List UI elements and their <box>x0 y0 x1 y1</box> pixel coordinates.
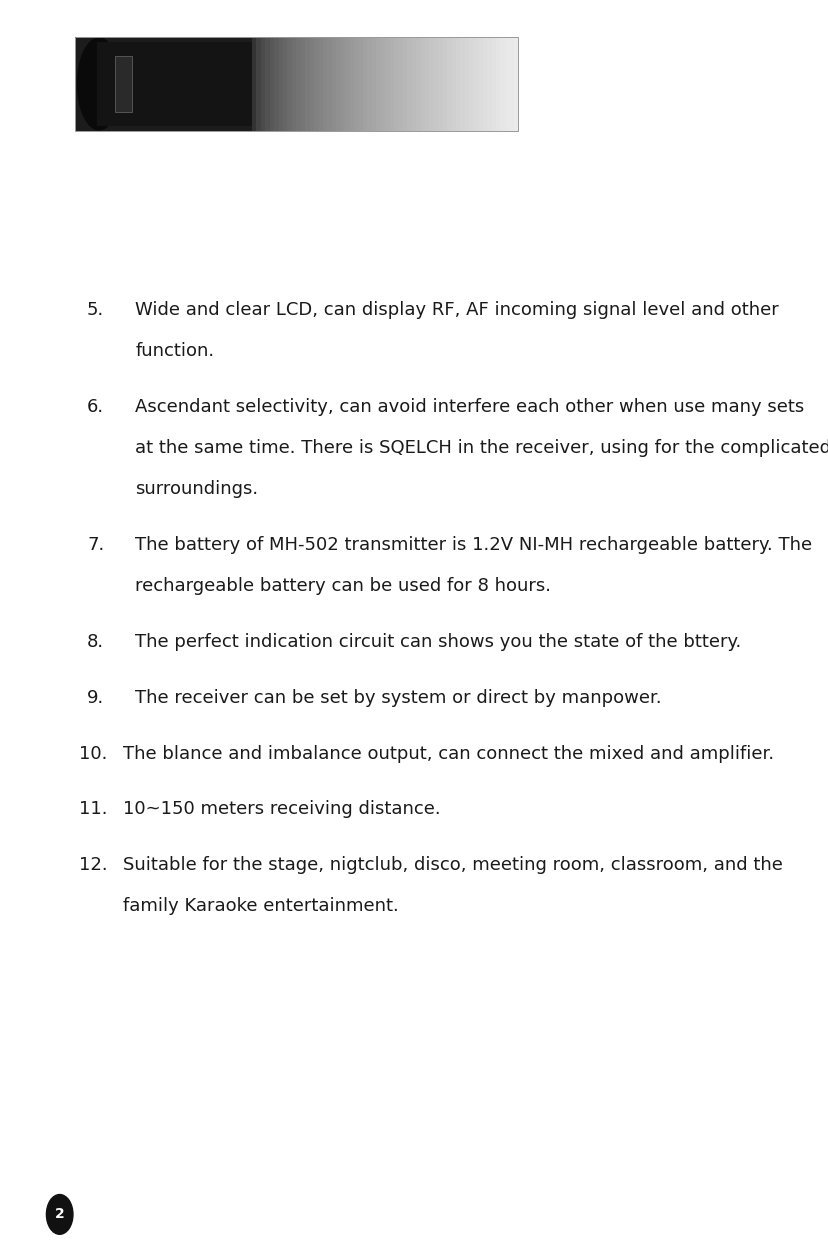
Text: 5.: 5. <box>87 301 104 318</box>
Text: family Karaoke entertainment.: family Karaoke entertainment. <box>123 897 398 915</box>
Bar <box>451 37 456 131</box>
Text: Ascendant selectivity, can avoid interfere each other when use many sets: Ascendant selectivity, can avoid interfe… <box>135 398 803 415</box>
Bar <box>469 37 474 131</box>
Text: function.: function. <box>135 342 214 359</box>
Bar <box>500 37 505 131</box>
Bar <box>402 37 407 131</box>
Bar <box>389 37 394 131</box>
Bar <box>380 37 386 131</box>
Bar <box>318 37 324 131</box>
Text: 7.: 7. <box>87 536 104 553</box>
Bar <box>75 37 252 131</box>
Bar <box>495 37 501 131</box>
Bar <box>425 37 430 131</box>
Bar <box>438 37 443 131</box>
Bar <box>252 37 257 131</box>
Bar <box>376 37 381 131</box>
Bar <box>455 37 460 131</box>
Bar <box>363 37 368 131</box>
Text: Wide and clear LCD, can display RF, AF incoming signal level and other: Wide and clear LCD, can display RF, AF i… <box>135 301 778 318</box>
Bar <box>420 37 426 131</box>
Text: The receiver can be set by system or direct by manpower.: The receiver can be set by system or dir… <box>135 689 661 706</box>
Bar <box>412 37 416 131</box>
Bar <box>416 37 421 131</box>
Bar <box>301 37 306 131</box>
Text: 10~150 meters receiving distance.: 10~150 meters receiving distance. <box>123 800 440 818</box>
Text: 6.: 6. <box>87 398 104 415</box>
Bar <box>256 37 262 131</box>
Text: at the same time. There is SQELCH in the receiver, using for the complicated: at the same time. There is SQELCH in the… <box>135 439 828 456</box>
Bar <box>513 37 518 131</box>
Bar <box>75 37 518 131</box>
Bar <box>274 37 279 131</box>
Bar <box>331 37 337 131</box>
Bar <box>487 37 492 131</box>
Bar <box>261 37 266 131</box>
Bar <box>354 37 359 131</box>
Bar <box>474 37 479 131</box>
Bar <box>296 37 301 131</box>
Bar <box>344 37 350 131</box>
Text: 9.: 9. <box>87 689 104 706</box>
Text: surroundings.: surroundings. <box>135 480 258 497</box>
Circle shape <box>46 1195 73 1234</box>
Bar <box>305 37 310 131</box>
FancyBboxPatch shape <box>114 56 132 112</box>
Bar <box>465 37 469 131</box>
Bar <box>433 37 439 131</box>
Bar <box>314 37 319 131</box>
Bar <box>291 37 297 131</box>
Bar <box>429 37 434 131</box>
Bar <box>398 37 403 131</box>
Text: rechargeable battery can be used for 8 hours.: rechargeable battery can be used for 8 h… <box>135 577 551 594</box>
Bar <box>97 42 252 126</box>
Bar <box>384 37 390 131</box>
Bar <box>442 37 447 131</box>
Ellipse shape <box>77 37 121 131</box>
Bar <box>478 37 483 131</box>
Text: 10.: 10. <box>79 745 107 762</box>
Bar <box>393 37 399 131</box>
Text: 2: 2 <box>55 1207 65 1222</box>
Bar <box>358 37 363 131</box>
Bar <box>310 37 315 131</box>
Bar <box>269 37 275 131</box>
Text: 12.: 12. <box>79 856 108 874</box>
Bar <box>282 37 288 131</box>
Bar <box>407 37 412 131</box>
Bar <box>482 37 488 131</box>
Bar <box>446 37 452 131</box>
Bar <box>278 37 283 131</box>
Bar <box>504 37 509 131</box>
Bar <box>371 37 377 131</box>
Text: Suitable for the stage, nigtclub, disco, meeting room, classroom, and the: Suitable for the stage, nigtclub, disco,… <box>123 856 782 874</box>
Bar <box>508 37 514 131</box>
Text: The battery of MH-502 transmitter is 1.2V NI-MH rechargeable battery. The: The battery of MH-502 transmitter is 1.2… <box>135 536 811 553</box>
Bar <box>327 37 332 131</box>
Bar <box>287 37 292 131</box>
Bar <box>460 37 465 131</box>
Text: 11.: 11. <box>79 800 107 818</box>
Bar <box>340 37 345 131</box>
Bar <box>336 37 341 131</box>
Text: The blance and imbalance output, can connect the mixed and amplifier.: The blance and imbalance output, can con… <box>123 745 773 762</box>
Bar <box>323 37 328 131</box>
Bar <box>265 37 270 131</box>
Text: 8.: 8. <box>87 633 104 650</box>
Bar <box>349 37 354 131</box>
Bar <box>491 37 496 131</box>
Bar <box>367 37 372 131</box>
Text: The perfect indication circuit can shows you the state of the bttery.: The perfect indication circuit can shows… <box>135 633 740 650</box>
